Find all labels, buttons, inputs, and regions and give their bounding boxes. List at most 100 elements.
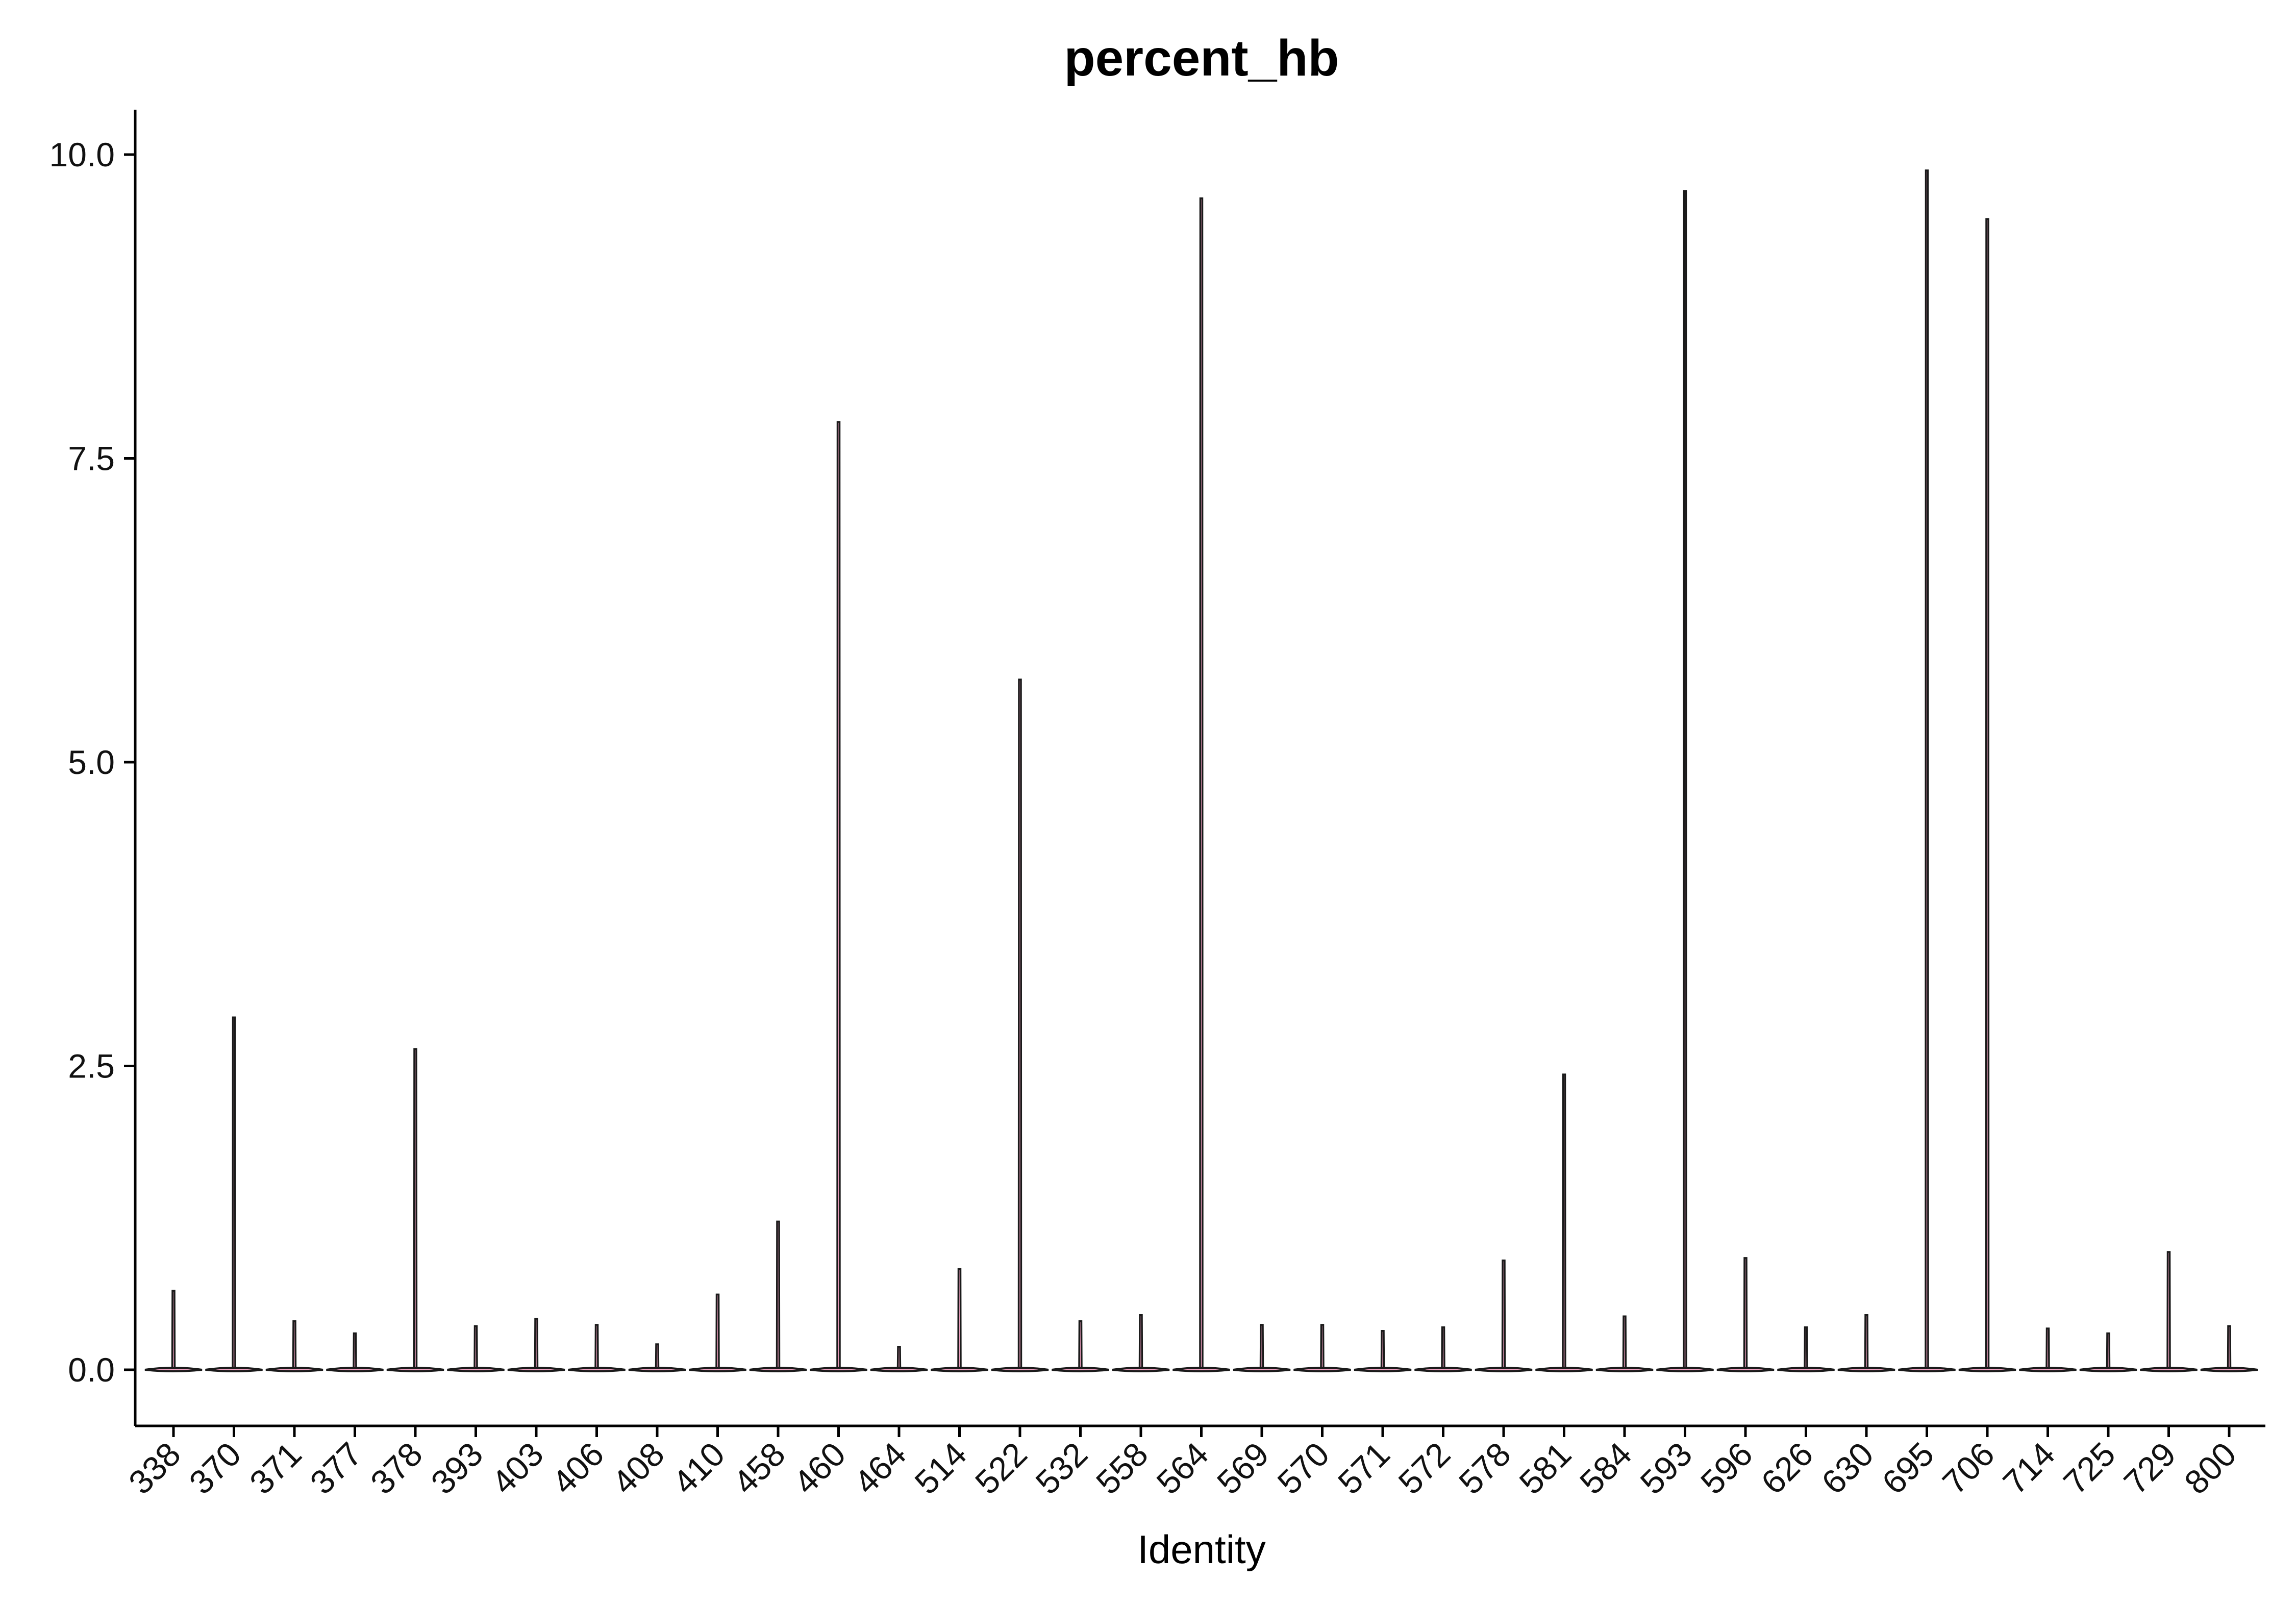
violin-spike (1925, 169, 1929, 1371)
x-tick-label: 406 (544, 1435, 611, 1501)
violin-spike (1562, 1073, 1566, 1371)
violin-base (386, 1367, 444, 1372)
x-tick-label: 570 (1270, 1435, 1336, 1501)
x-tick-label: 410 (665, 1435, 732, 1501)
violin-spike (1199, 197, 1204, 1371)
violin-spike (2166, 1251, 2171, 1371)
violin-base (1958, 1367, 2016, 1372)
violin-spike (1864, 1314, 1869, 1371)
violin-spike (715, 1293, 720, 1371)
violin-spike (2045, 1327, 2050, 1371)
x-tick-label: 571 (1331, 1435, 1397, 1501)
violin-spike (896, 1345, 902, 1371)
violin-spike (1017, 679, 1022, 1371)
violin-spike (1441, 1326, 1445, 1371)
violin-569 (1233, 1324, 1291, 1372)
violin-spike (534, 1318, 539, 1371)
violin-514 (931, 1268, 988, 1372)
violin-spike (1259, 1324, 1264, 1371)
violin-base (326, 1367, 384, 1372)
violin-584 (1595, 1315, 1654, 1372)
violin-base (991, 1367, 1049, 1372)
violin-729 (2140, 1251, 2198, 1372)
violin-base (1172, 1367, 1230, 1372)
x-tick-label: 464 (847, 1435, 913, 1501)
violin-spike (2227, 1325, 2232, 1371)
x-tick-label: 593 (1633, 1435, 1699, 1501)
x-tick-label: 584 (1573, 1435, 1639, 1501)
x-tick-label: 460 (786, 1435, 853, 1501)
chart-title: percent_hb (1064, 30, 1339, 87)
violin-spike (2106, 1332, 2111, 1371)
violin-base (1656, 1367, 1714, 1372)
violin-408 (628, 1343, 686, 1372)
violin-spike (1743, 1257, 1748, 1371)
violin-393 (447, 1325, 505, 1372)
x-tick-label: 800 (2177, 1435, 2243, 1501)
violin-581 (1535, 1073, 1593, 1372)
violin-spike (292, 1320, 297, 1371)
violin-spike (655, 1343, 660, 1371)
violin-base (1293, 1367, 1351, 1372)
violin-base (1052, 1367, 1109, 1372)
violin-base (2200, 1367, 2258, 1372)
violin-base (507, 1367, 565, 1372)
violin-570 (1293, 1324, 1351, 1372)
violin-spike (171, 1290, 176, 1371)
violin-base (2079, 1367, 2137, 1372)
x-tick-label: 630 (1814, 1435, 1881, 1501)
violin-338 (144, 1290, 203, 1372)
violin-spike (776, 1220, 781, 1371)
x-tick-label: 514 (907, 1435, 974, 1501)
x-tick-label: 371 (242, 1435, 309, 1501)
violin-base (1898, 1367, 1956, 1372)
violin-base (1716, 1367, 1775, 1372)
violin-596 (1716, 1257, 1775, 1372)
violin-460 (810, 421, 867, 1372)
violin-base (1595, 1367, 1654, 1372)
violin-base (628, 1367, 686, 1372)
violin-800 (2200, 1325, 2258, 1372)
violin-572 (1414, 1326, 1472, 1372)
violin-base (1535, 1367, 1593, 1372)
violin-630 (1837, 1314, 1895, 1372)
violin-532 (1052, 1320, 1109, 1372)
violin-base (205, 1367, 263, 1372)
violin-base (1475, 1367, 1533, 1372)
violin-571 (1354, 1330, 1412, 1372)
violin-406 (568, 1324, 626, 1372)
violin-spike (353, 1332, 357, 1371)
violin-spike (1078, 1320, 1083, 1371)
violin-522 (991, 679, 1049, 1372)
violin-564 (1172, 197, 1230, 1372)
violin-spike (232, 1016, 236, 1371)
violin-base (447, 1367, 505, 1372)
violin-spike (1622, 1315, 1627, 1371)
x-tick-label: 408 (605, 1435, 671, 1501)
x-tick-label: 626 (1754, 1435, 1820, 1501)
violin-spike (413, 1048, 418, 1371)
violin-base (1837, 1367, 1895, 1372)
violin-base (144, 1367, 203, 1372)
y-tick-label: 10.0 (49, 136, 115, 173)
violin-458 (749, 1220, 807, 1372)
y-tick-label: 2.5 (68, 1047, 115, 1085)
violin-spike (1320, 1324, 1325, 1371)
x-tick-label: 338 (121, 1435, 188, 1501)
x-tick-label: 458 (726, 1435, 792, 1501)
x-tick-label: 706 (1935, 1435, 2002, 1501)
violin-725 (2079, 1332, 2137, 1372)
violin-base (749, 1367, 807, 1372)
violin-593 (1656, 190, 1714, 1372)
violin-base (1233, 1367, 1291, 1372)
x-tick-label: 558 (1089, 1435, 1155, 1501)
violin-base (1777, 1367, 1835, 1372)
violin-706 (1958, 218, 2016, 1372)
violin-base (870, 1367, 928, 1372)
x-tick-label: 370 (182, 1435, 248, 1501)
violin-spike (1985, 218, 1990, 1371)
violin-base (2019, 1367, 2077, 1372)
x-tick-label: 581 (1512, 1435, 1578, 1501)
violin-378 (386, 1048, 444, 1372)
y-axis: 0.0 2.5 5.0 7.5 10.0 (49, 110, 137, 1426)
